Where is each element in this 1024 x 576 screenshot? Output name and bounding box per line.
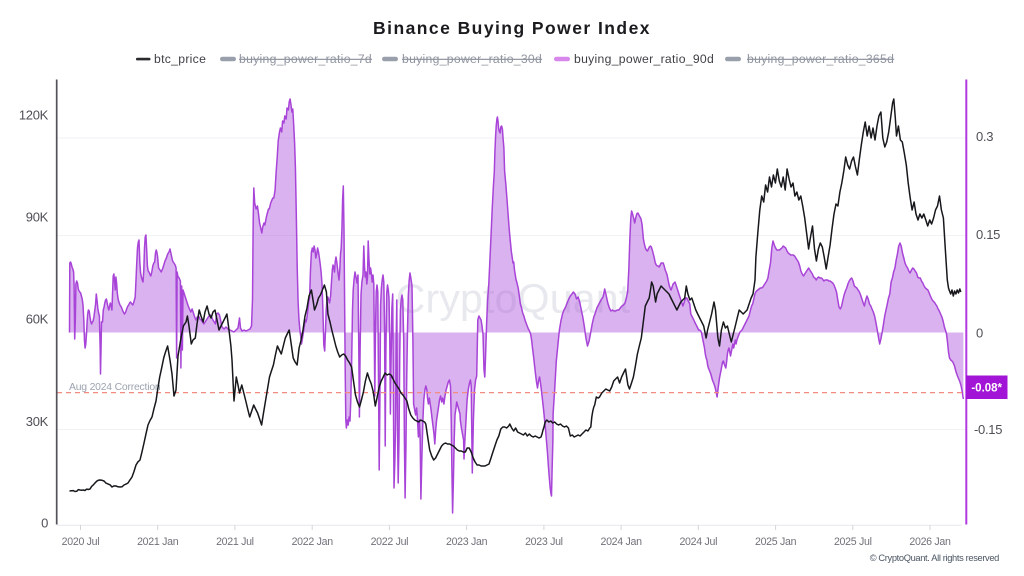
svg-text:2026 Jan: 2026 Jan	[909, 536, 951, 548]
svg-text:2024 Jul: 2024 Jul	[679, 536, 717, 548]
svg-text:buying_power_ratio_7d: buying_power_ratio_7d	[239, 52, 372, 66]
svg-text:90K: 90K	[26, 210, 49, 225]
svg-text:Binance Buying Power Index: Binance Buying Power Index	[373, 18, 651, 38]
svg-text:btc_price: btc_price	[154, 52, 206, 66]
svg-text:2023 Jul: 2023 Jul	[525, 536, 563, 548]
svg-text:120K: 120K	[19, 107, 49, 122]
svg-text:buying_power_ratio_30d: buying_power_ratio_30d	[402, 52, 542, 66]
svg-text:0: 0	[41, 515, 48, 530]
svg-text:2020 Jul: 2020 Jul	[62, 536, 100, 548]
svg-text:2022 Jul: 2022 Jul	[371, 536, 409, 548]
svg-text:2025 Jan: 2025 Jan	[755, 536, 797, 548]
svg-text:buying_power_ratio_90d: buying_power_ratio_90d	[574, 52, 714, 66]
svg-text:CryptoQuant: CryptoQuant	[396, 276, 631, 322]
svg-text:60K: 60K	[26, 312, 49, 327]
svg-text:0.15: 0.15	[976, 227, 1000, 242]
svg-text:2024 Jan: 2024 Jan	[600, 536, 642, 548]
svg-text:2021 Jul: 2021 Jul	[216, 536, 254, 548]
svg-text:-0.08*: -0.08*	[971, 383, 1002, 395]
svg-text:2025 Jul: 2025 Jul	[834, 536, 872, 548]
svg-text:© CryptoQuant. All rights rese: © CryptoQuant. All rights reserved	[870, 553, 999, 563]
svg-text:0: 0	[976, 325, 983, 340]
svg-text:0.3: 0.3	[976, 129, 993, 144]
svg-text:2023 Jan: 2023 Jan	[446, 536, 488, 548]
svg-text:Aug 2024 Correction: Aug 2024 Correction	[69, 382, 161, 393]
svg-text:2021 Jan: 2021 Jan	[137, 536, 179, 548]
svg-text:-0.15: -0.15	[974, 422, 1002, 437]
svg-text:30K: 30K	[26, 414, 49, 429]
svg-text:buying_power_ratio_365d: buying_power_ratio_365d	[747, 52, 894, 66]
svg-text:2022 Jan: 2022 Jan	[292, 536, 334, 548]
